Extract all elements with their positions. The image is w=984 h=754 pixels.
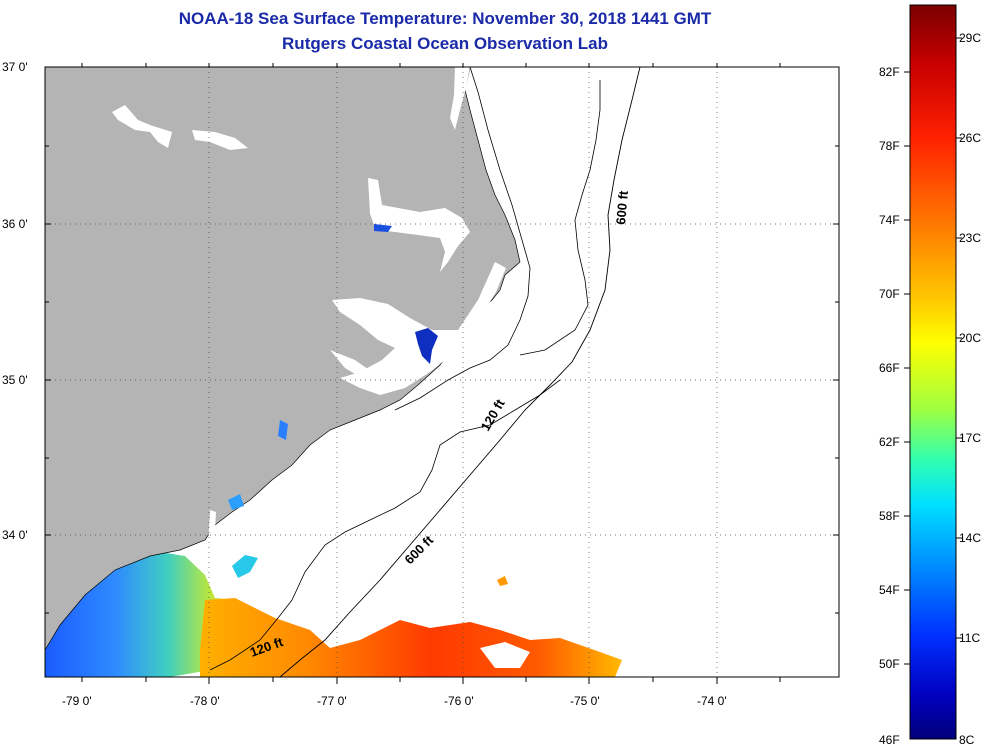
cb-c-29: 29C [959, 31, 981, 45]
colorbar [909, 4, 957, 740]
lat-label-34: 34 0' [2, 528, 28, 542]
sst-cape-fear [228, 494, 244, 510]
contour-label-600-north: 600 ft [613, 189, 631, 225]
cb-c-20: 20C [959, 331, 981, 345]
cape-fear-river [208, 510, 216, 548]
lat-label-36: 36 0' [2, 217, 28, 231]
colorbar-ticks [904, 37, 962, 665]
cb-c-23: 23C [959, 231, 981, 245]
lat-label-37: 37 0' [2, 60, 28, 74]
cb-f-78: 78F [879, 139, 900, 153]
map-title: NOAA-18 Sea Surface Temperature: Novembe… [178, 9, 712, 28]
lat-label-35: 35 0' [2, 373, 28, 387]
lake-drummond [112, 105, 172, 148]
cb-f-62: 62F [879, 435, 900, 449]
lon-label-74: -74 0' [697, 694, 727, 708]
sst-gap [480, 642, 530, 668]
cb-f-70: 70F [879, 287, 900, 301]
contour-600ft [279, 67, 641, 677]
albemarle-sound [368, 178, 470, 272]
lon-label-79: -79 0' [62, 694, 92, 708]
sst-albemarle [374, 224, 392, 232]
sst-patch-small-east [497, 576, 508, 586]
cb-f-46: 46F [879, 733, 900, 747]
graticule [45, 67, 839, 677]
map-subtitle: Rutgers Coastal Ocean Observation Lab [282, 34, 608, 53]
outer-banks [394, 67, 531, 411]
cb-f-58: 58F [879, 509, 900, 523]
cb-f-74: 74F [879, 213, 900, 227]
sst-patch-cyan [232, 555, 258, 578]
cb-f-82: 82F [879, 65, 900, 79]
cb-f-54: 54F [879, 583, 900, 597]
sst-bogue [278, 420, 288, 440]
lon-label-75: -75 0' [570, 694, 600, 708]
lake-kerr [192, 130, 248, 150]
map-frame [44, 66, 840, 678]
neuse-river [330, 350, 372, 380]
cb-c-11: 11C [959, 631, 980, 645]
sst-pamlico [415, 328, 438, 364]
lon-label-77: -77 0' [317, 694, 347, 708]
axis-ticks [45, 63, 839, 684]
cb-c-17: 17C [959, 431, 981, 445]
lon-label-78: -78 0' [190, 694, 220, 708]
contour-120ft [209, 80, 601, 671]
chesapeake-bay [450, 67, 470, 130]
cb-c-14: 14C [959, 531, 981, 545]
cb-f-66: 66F [879, 361, 900, 375]
cb-f-50: 50F [879, 657, 900, 671]
cb-c-26: 26C [959, 131, 981, 145]
lon-label-76: -76 0' [444, 694, 474, 708]
cb-c-8: 8C [959, 733, 975, 747]
pamlico-sound [332, 262, 506, 395]
